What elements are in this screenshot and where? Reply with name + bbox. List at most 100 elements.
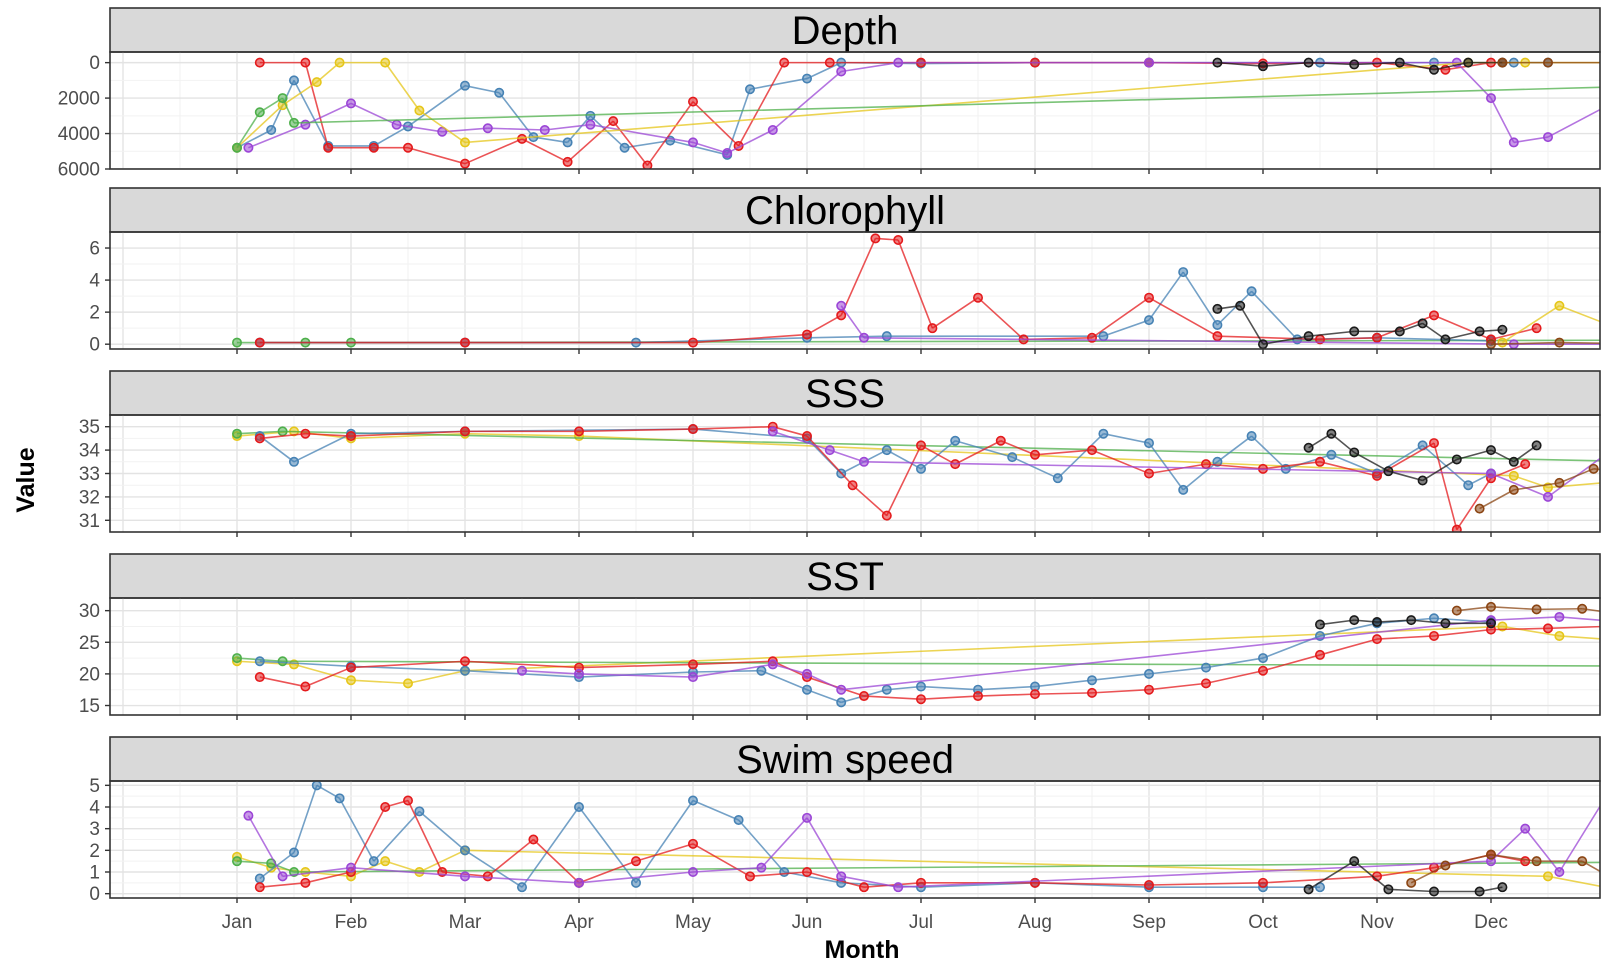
series-line-blue — [373, 810, 420, 862]
data-point-purple — [437, 126, 448, 137]
data-point-purple — [1520, 823, 1531, 834]
series-line-black — [1239, 305, 1264, 345]
series-line-red — [578, 428, 694, 433]
series-line-red — [305, 871, 352, 884]
series-line-red — [532, 838, 580, 884]
data-point-brown — [1588, 463, 1599, 474]
data-point-black — [1349, 615, 1360, 626]
data-point-red — [368, 142, 379, 153]
data-point-blue — [687, 795, 698, 806]
series-line-blue — [1285, 454, 1332, 470]
data-point-red — [824, 57, 835, 68]
y-tick-label: 3 — [89, 819, 100, 840]
series-line-green — [293, 86, 1600, 124]
series-line-red — [1217, 335, 1321, 341]
data-point-purple — [482, 123, 493, 134]
data-point-red — [459, 158, 470, 169]
series-line-purple — [760, 817, 808, 869]
data-point-red — [1372, 332, 1383, 343]
series-line-purple — [772, 663, 808, 675]
data-point-red — [1429, 438, 1440, 449]
data-point-red — [915, 694, 926, 705]
series-line-purple — [1490, 97, 1515, 143]
series-line-black — [1308, 860, 1355, 891]
y-tick-label: 5 — [89, 776, 100, 797]
series-line-black — [1319, 619, 1355, 626]
data-point-red — [254, 433, 265, 444]
data-point-purple — [573, 877, 584, 888]
data-point-red — [927, 323, 938, 334]
series-line-blue — [1251, 435, 1287, 470]
data-point-purple — [1554, 611, 1565, 622]
series-line-brown — [1490, 853, 1537, 862]
series-line-yellow — [350, 679, 409, 685]
series-line-red — [464, 138, 523, 165]
series-line-purple — [726, 129, 774, 154]
data-point-red — [573, 426, 584, 437]
series-line-red — [350, 430, 466, 437]
data-point-red — [779, 57, 790, 68]
y-tick-label: 4 — [89, 271, 100, 292]
series-line-purple — [590, 123, 694, 144]
series-line-blue — [1148, 271, 1184, 321]
y-tick-label: 6 — [89, 239, 100, 260]
x-tick-label: Aug — [1018, 912, 1052, 933]
data-point-brown — [1543, 57, 1554, 68]
series-line-blue — [259, 435, 295, 463]
series-line-red — [1148, 463, 1207, 475]
y-tick-label: 25 — [79, 633, 100, 654]
series-line-black — [1217, 61, 1264, 67]
series-line-blue — [1205, 657, 1264, 669]
series-line-black — [1353, 451, 1389, 472]
series-line-brown — [1456, 606, 1492, 612]
panel-strip — [109, 187, 1601, 233]
data-point-blue — [950, 435, 961, 446]
series-line-yellow — [384, 860, 420, 873]
data-point-red — [459, 426, 470, 437]
series-line-red — [1000, 439, 1036, 456]
data-point-black — [1349, 856, 1360, 867]
data-point-blue — [1246, 286, 1257, 297]
data-point-green — [277, 656, 288, 667]
data-point-black — [1383, 466, 1394, 477]
data-point-black — [1429, 886, 1440, 897]
data-point-purple — [767, 125, 778, 136]
series-line-yellow — [1559, 635, 1600, 640]
data-point-blue — [1258, 653, 1269, 664]
data-point-red — [893, 235, 904, 246]
chart-panels: Depth0200040006000Chlorophyll0246SSS3132… — [58, 7, 1601, 933]
series-line-red — [840, 238, 877, 316]
x-tick-label: Nov — [1360, 912, 1394, 933]
data-point-purple — [1508, 137, 1519, 148]
data-point-blue — [1178, 484, 1189, 495]
series-line-purple — [692, 866, 762, 873]
panel-title: Swim speed — [736, 738, 954, 782]
series-line-red — [1262, 654, 1321, 672]
series-line-red — [692, 333, 808, 344]
panel-title: SST — [806, 555, 884, 599]
data-point-red — [1201, 459, 1212, 470]
series-line-purple — [578, 673, 694, 678]
data-point-black — [1235, 300, 1246, 311]
data-point-red — [1543, 623, 1554, 634]
series-line-blue — [259, 660, 352, 668]
data-point-red — [459, 656, 470, 667]
data-point-green — [232, 653, 243, 664]
data-point-black — [1417, 318, 1428, 329]
series-line-blue — [806, 335, 887, 339]
data-point-red — [562, 156, 573, 167]
data-point-red — [254, 672, 265, 683]
data-point-red — [1030, 449, 1041, 460]
series-line-purple — [1558, 804, 1600, 873]
series-line-red — [305, 432, 352, 437]
series-line-blue — [806, 61, 842, 80]
series-line-black — [1354, 61, 1400, 66]
data-point-blue — [779, 866, 790, 877]
data-point-blue — [266, 125, 277, 136]
series-line-yellow — [464, 432, 580, 437]
series-line-blue — [373, 125, 409, 147]
data-point-red — [1372, 470, 1383, 481]
series-line-yellow — [578, 435, 1514, 477]
series-line-red — [464, 660, 580, 669]
series-line-red — [692, 425, 773, 430]
